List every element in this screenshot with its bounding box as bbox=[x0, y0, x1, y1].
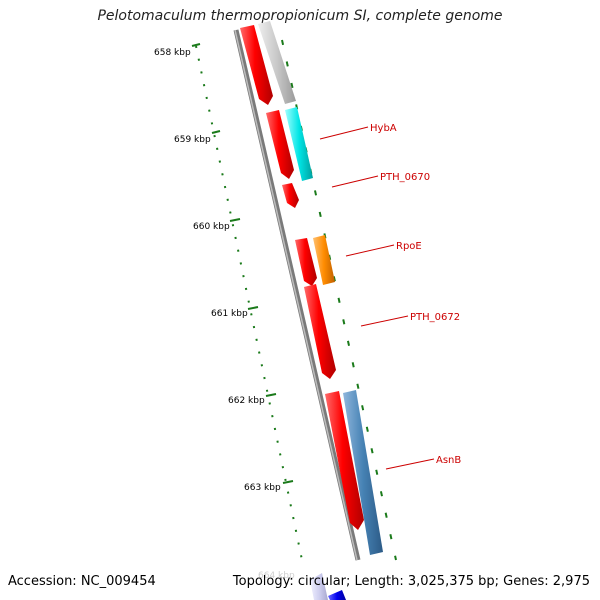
feature-hyba[interactable] bbox=[285, 107, 313, 181]
cds-feature[interactable] bbox=[295, 238, 317, 286]
gene-label-hyba[interactable]: HybA bbox=[370, 123, 397, 134]
cds-feature[interactable] bbox=[266, 110, 294, 179]
major-tick bbox=[265, 393, 277, 397]
leader-rpoe bbox=[345, 244, 395, 257]
major-tick bbox=[191, 43, 201, 47]
tick-label: 661 kbp bbox=[211, 309, 248, 319]
genome-backbone bbox=[233, 29, 361, 561]
tick-label: 662 kbp bbox=[228, 396, 265, 406]
gene-label-asnb[interactable]: AsnB bbox=[436, 455, 461, 466]
feature-bottom-lavender[interactable] bbox=[310, 573, 328, 600]
major-tick bbox=[282, 480, 294, 484]
genome-backbone-highlight bbox=[234, 29, 358, 561]
gene-label-pth0670[interactable]: PTH_0670 bbox=[380, 172, 430, 183]
feature-bottom-blue[interactable] bbox=[328, 590, 346, 600]
major-ticks bbox=[191, 43, 294, 484]
map-title: Pelotomaculum thermopropionicum SI, comp… bbox=[97, 8, 503, 24]
cds-feature[interactable] bbox=[325, 391, 364, 530]
named-features bbox=[258, 21, 383, 600]
tick-label: 659 kbp bbox=[174, 135, 211, 145]
leader-asnb bbox=[385, 458, 435, 470]
leader-hyba bbox=[319, 126, 369, 140]
major-tick bbox=[211, 130, 221, 134]
leader-pth0670 bbox=[331, 175, 379, 188]
cds-features bbox=[240, 25, 364, 530]
topology-text: Topology: circular; Length: 3,025,375 bp… bbox=[232, 574, 590, 589]
major-tick bbox=[229, 218, 241, 222]
gene-label-pth0672[interactable]: PTH_0672 bbox=[410, 312, 460, 323]
cds-feature[interactable] bbox=[240, 25, 273, 105]
leader-pth0672 bbox=[360, 315, 409, 327]
feature-grey[interactable] bbox=[258, 21, 296, 104]
tick-label: 660 kbp bbox=[193, 222, 230, 232]
accession-text: Accession: NC_009454 bbox=[8, 574, 156, 589]
tick-label: 658 kbp bbox=[154, 48, 191, 58]
cds-feature[interactable] bbox=[282, 183, 299, 208]
major-tick bbox=[247, 306, 259, 310]
feature-rpoe[interactable] bbox=[313, 235, 335, 285]
tick-label: 664 kbp bbox=[258, 571, 295, 581]
feature-asnb[interactable] bbox=[343, 390, 383, 555]
label-leaders bbox=[319, 126, 435, 470]
gene-label-rpoe[interactable]: RpoE bbox=[396, 241, 422, 252]
cds-feature[interactable] bbox=[304, 284, 336, 379]
tick-label: 663 kbp bbox=[244, 483, 281, 493]
